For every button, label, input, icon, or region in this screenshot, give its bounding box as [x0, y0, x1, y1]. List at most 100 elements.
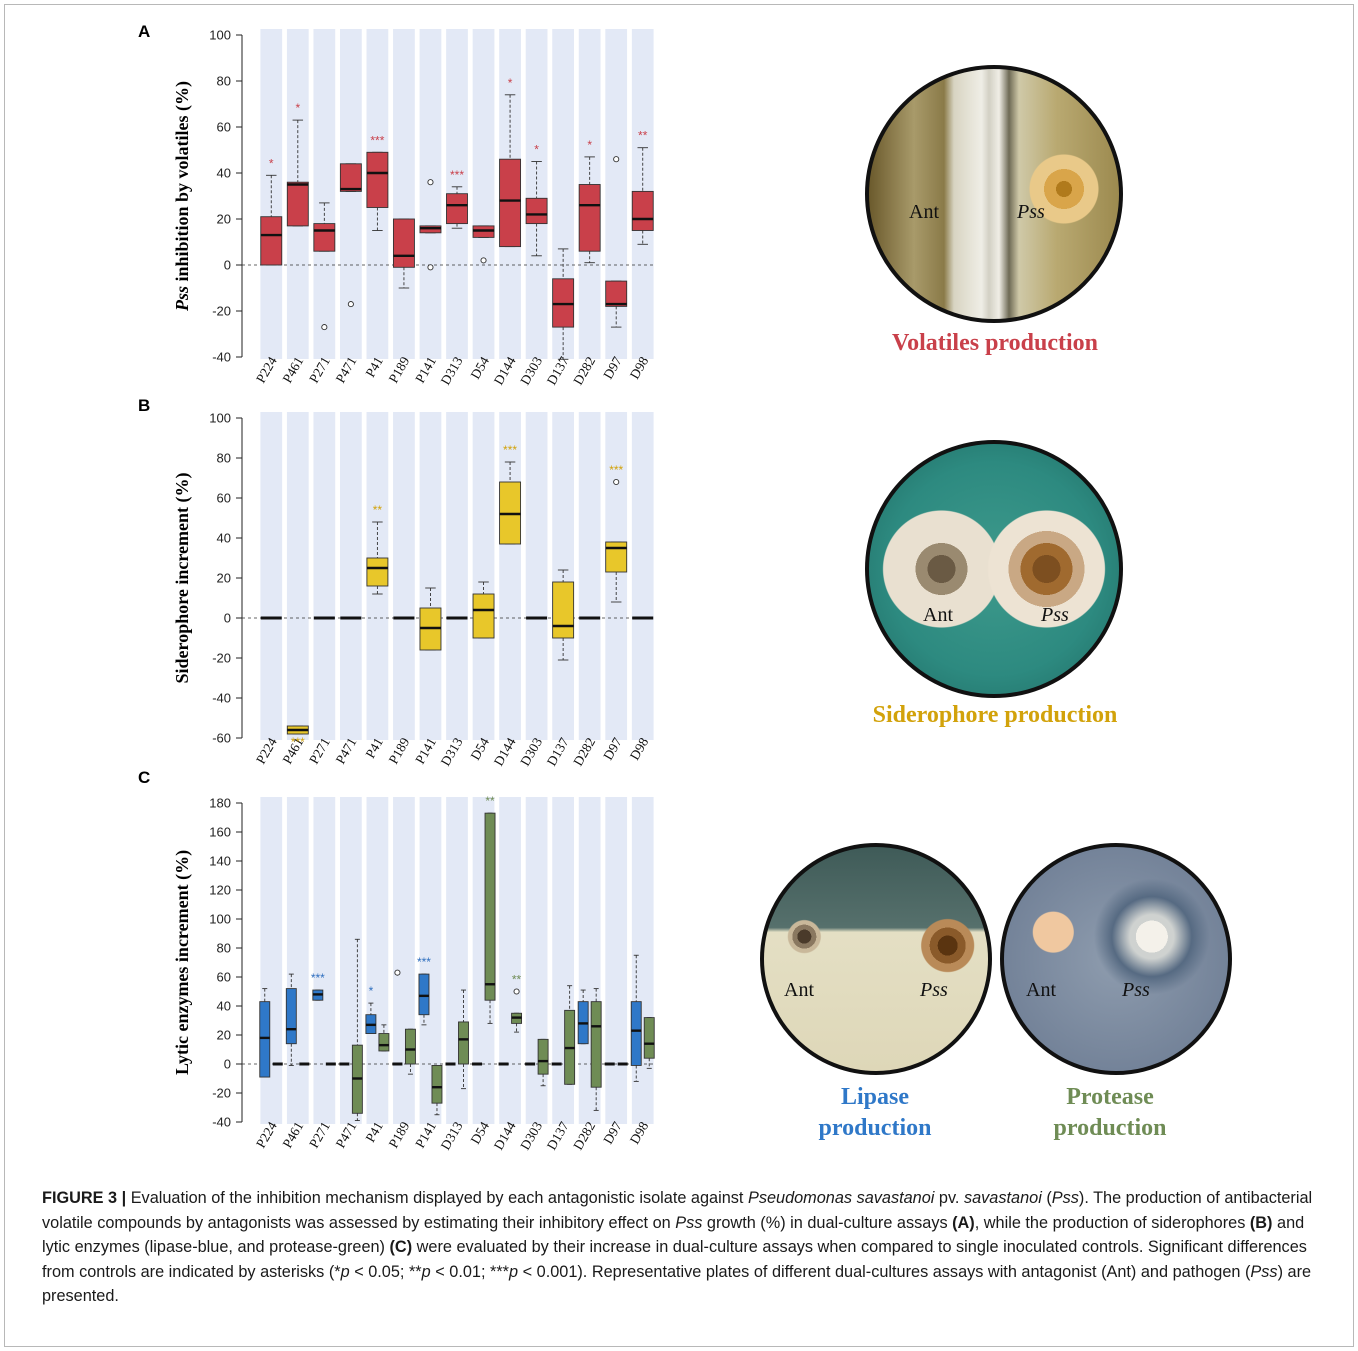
outlier-point: [613, 478, 620, 486]
y-tick-label: -40: [212, 1115, 231, 1130]
figure-caption: FIGURE 3 | Evaluation of the inhibition …: [42, 1189, 1313, 1305]
category-band: [578, 412, 601, 740]
category-band: [605, 412, 628, 740]
chart-lytic-enzymes: -40 -20 0 20 40 60 80 100 120 140 160 180 Lytic enzy…: [172, 794, 656, 1152]
category-band: [286, 412, 309, 740]
y-tick-label: 60: [217, 120, 231, 135]
category-band: [472, 29, 495, 359]
category-band: [419, 412, 442, 740]
category-band: [339, 797, 362, 1124]
protease-production-caption: Protease production: [1053, 1084, 1167, 1141]
y-tick-label: 60: [217, 970, 231, 985]
category-band: [313, 29, 336, 359]
category-band: [499, 797, 521, 1124]
significance-asterisks: ***: [370, 133, 384, 147]
category-band: [286, 797, 309, 1124]
outlier-point: [427, 264, 434, 271]
category-band: [605, 29, 628, 359]
significance-asterisks: ***: [311, 971, 325, 985]
figure-frame: [4, 4, 1354, 1347]
y-tick-label: 40: [217, 531, 231, 546]
box: [313, 223, 336, 252]
chart-siderophore: -60 -40 -20 0 20 40 60 80 100 Siderophore increme…: [172, 411, 656, 768]
y-tick-label: 80: [217, 941, 231, 956]
y-tick-label: -60: [212, 731, 231, 746]
significance-asterisks: *: [587, 138, 592, 152]
box: [418, 973, 430, 1016]
ant-label-protease: Ant: [1026, 979, 1056, 1001]
pss-label-lipase: Pss: [920, 979, 948, 1001]
y-tick-label: 160: [209, 825, 231, 840]
box: [631, 190, 654, 231]
volatiles-production-caption: Volatiles production: [891, 330, 1099, 356]
category-band: [339, 29, 362, 359]
category-band: [339, 412, 362, 740]
box: [578, 184, 601, 252]
category-band: [446, 412, 468, 740]
box: [605, 280, 628, 307]
y-tick-label: 120: [209, 883, 231, 898]
category-band: [499, 412, 521, 740]
category-band: [313, 412, 336, 740]
significance-asterisks: ***: [503, 443, 517, 457]
box: [404, 1028, 416, 1065]
category-band: [472, 412, 495, 740]
category-band: [446, 797, 468, 1124]
pss-label-protease: Pss: [1122, 979, 1150, 1001]
panel-letter-c: C: [138, 768, 151, 787]
y-tick-label: 20: [217, 571, 231, 586]
siderophore-production-caption: Siderophore production: [872, 702, 1118, 728]
category-band: [605, 797, 628, 1124]
category-band: [525, 797, 548, 1124]
y-tick-label: 20: [217, 1028, 231, 1043]
siderophore-plate-image: Ant Pss: [865, 440, 1123, 698]
significance-asterisks: ***: [291, 735, 305, 749]
y-axis-label: Pss inhibition by volatiles (%): [172, 81, 193, 312]
category-band: [525, 412, 548, 740]
outlier-point: [347, 301, 354, 308]
box: [643, 1017, 655, 1059]
y-tick-label: 0: [224, 258, 231, 273]
outlier-point: [321, 324, 328, 331]
box: [525, 197, 548, 225]
category-band: [419, 797, 442, 1124]
x-tick-label: D282: [570, 354, 598, 387]
y-tick-label: 100: [209, 28, 231, 43]
box: [392, 218, 415, 268]
box: [458, 1021, 469, 1065]
category-band: [313, 797, 336, 1124]
outlier-point: [613, 156, 620, 163]
panel-letter-a: A: [138, 22, 151, 41]
y-tick-label: -40: [212, 691, 231, 706]
y-tick-label: 60: [217, 491, 231, 506]
box: [605, 541, 628, 573]
category-band: [393, 797, 415, 1124]
x-tick-label: D282: [570, 1119, 598, 1152]
box: [366, 557, 389, 587]
box: [378, 1033, 390, 1052]
y-tick-label: -40: [212, 350, 231, 365]
ant-label-siderophore: Ant: [923, 604, 953, 626]
figure-label: FIGURE 3 |: [42, 1189, 127, 1207]
box: [431, 1065, 443, 1104]
lipase-production-caption: Lipase production: [818, 1084, 932, 1141]
box: [260, 216, 283, 266]
category-band: [631, 797, 654, 1124]
outlier-point: [427, 179, 434, 186]
y-tick-label: 180: [209, 796, 231, 811]
outlier-point: [394, 969, 401, 976]
protease-plate-image: Ant Pss: [1000, 843, 1232, 1075]
box: [366, 151, 389, 208]
box: [484, 812, 496, 1001]
box: [446, 193, 468, 225]
y-tick-label: -20: [212, 304, 231, 319]
significance-asterisks: *: [508, 76, 513, 90]
y-tick-label: 40: [217, 999, 231, 1014]
box: [259, 1001, 271, 1078]
significance-asterisks: **: [485, 794, 495, 808]
box: [552, 581, 575, 639]
y-tick-label: 40: [217, 166, 231, 181]
box: [537, 1038, 549, 1075]
y-axis-label: Siderophore increment (%): [172, 473, 193, 684]
y-tick-label: 80: [217, 451, 231, 466]
